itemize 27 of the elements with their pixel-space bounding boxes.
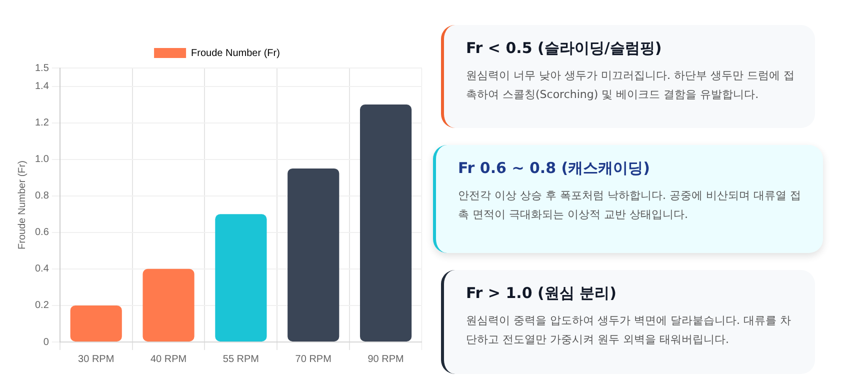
x-tick-label: 30 RPM [78,354,114,365]
text: 원심력이 너무 낮아 생두가 미끄러집니다. 하단부 생두만 드럼에 접촉하여 스콜칭(Scorching) 및 베이크드 결함을 유발합니다. [466,68,796,103]
x-tick-label: 70 RPM [295,354,332,365]
y-tick-label: 0.6 [34,227,50,238]
text: 안전각 이상 상승 후 폭포처럼 낙하합니다. 공중에 비산되며 대류열 접촉 면적이 극대화되는 이상적 교반 상태입니다. [458,188,802,223]
y-tick-label: 0.2 [34,300,50,312]
bar [215,214,267,342]
text: Fr 0.6 ~ 0.8 (캐스캐이딩) [458,159,651,178]
y-tick-label: 0.4 [34,264,50,275]
y-tick-label: 1.2 [34,118,50,129]
y-tick-label: 0 [43,336,50,348]
y-tick-label: 1.4 [34,81,50,92]
x-tick-label: 90 RPM [368,354,404,365]
bar [142,268,194,342]
text: 원심력이 중력을 압도하여 생두가 벽면에 달라붙습니다. 대류를 차단하고 전도열만 가중시켜 원두 외벽을 태워버립니다. [466,313,792,348]
x-tick-label: 55 RPM [222,354,260,365]
y-tick-label: 1.0 [34,154,50,166]
text: Fr < 0.5 (슬라이딩/슬럼핑) [466,39,663,58]
bar [70,305,122,342]
y-tick-label: 0.8 [34,190,50,202]
y-tick-label: 1.5 [34,62,50,74]
bar [360,104,412,342]
legend-label: Froude Number (Fr) [191,48,280,59]
y-axis-title: Froude Number (Fr) [16,160,28,250]
x-tick-label: 40 RPM [150,354,187,365]
bar [288,168,340,342]
text: Fr > 1.0 (원심 분리) [466,284,618,303]
